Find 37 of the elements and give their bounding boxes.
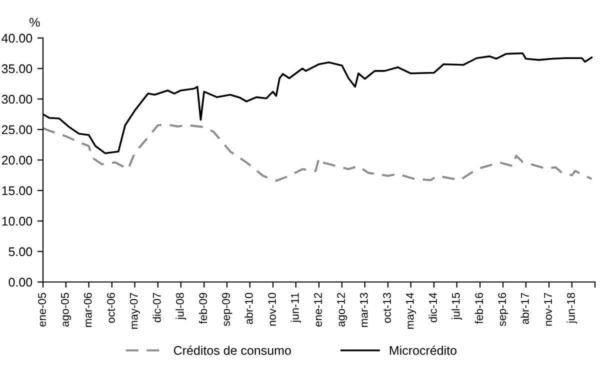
legend-label: Microcrédito <box>390 346 456 355</box>
y-tick-label: 0.00 <box>8 278 32 287</box>
x-tick-label: nov-17 <box>544 292 552 326</box>
y-tick-label: 10.00 <box>2 216 32 226</box>
x-tick-label: feb-09 <box>198 292 208 324</box>
y-tick-label: 30.00 <box>2 94 32 104</box>
x-tick-label: abr-17 <box>520 292 529 324</box>
x-tick-label: ago-12 <box>337 292 348 327</box>
legend-label: Créditos de consumo <box>174 346 291 355</box>
x-tick-label: ago-05 <box>61 292 72 327</box>
x-tick-label: sep-16 <box>498 292 508 326</box>
y-tick-label: 5.00 <box>8 247 32 256</box>
x-tick-label: jun-11 <box>290 292 302 323</box>
x-tick-label: dic-14 <box>428 292 437 322</box>
y-tick-label: 25.00 <box>2 125 32 134</box>
x-tick-label: jul-08 <box>176 292 186 320</box>
x-tick-label: feb-16 <box>474 292 484 324</box>
x-tick-label: jul-15 <box>452 292 462 320</box>
x-tick-label: may-14 <box>406 292 416 329</box>
y-tick-label: 35.00 <box>2 64 32 74</box>
x-tick-label: may-07 <box>130 292 140 329</box>
y-tick-label: 20.00 <box>2 156 32 165</box>
y-tick-label: 40.00 <box>2 34 32 43</box>
x-tick-label: mar-13 <box>360 292 368 327</box>
x-tick-label: jun-18 <box>566 292 578 324</box>
x-tick-label: nov-10 <box>268 292 276 326</box>
x-tick-label: oct-13 <box>383 292 391 323</box>
x-tick-label: oct-06 <box>106 292 115 323</box>
y-tick-label: 15.00 <box>2 186 32 196</box>
x-tick-label: abr-10 <box>244 292 253 324</box>
x-tick-label: dic-07 <box>152 292 161 322</box>
x-tick-label: ene-12 <box>314 292 322 327</box>
y-axis-title: % <box>30 18 40 27</box>
line-series <box>43 124 593 182</box>
x-tick-label: sep-09 <box>222 292 232 326</box>
x-tick-label: mar-06 <box>84 292 92 327</box>
x-tick-label: ene-05 <box>38 292 46 327</box>
